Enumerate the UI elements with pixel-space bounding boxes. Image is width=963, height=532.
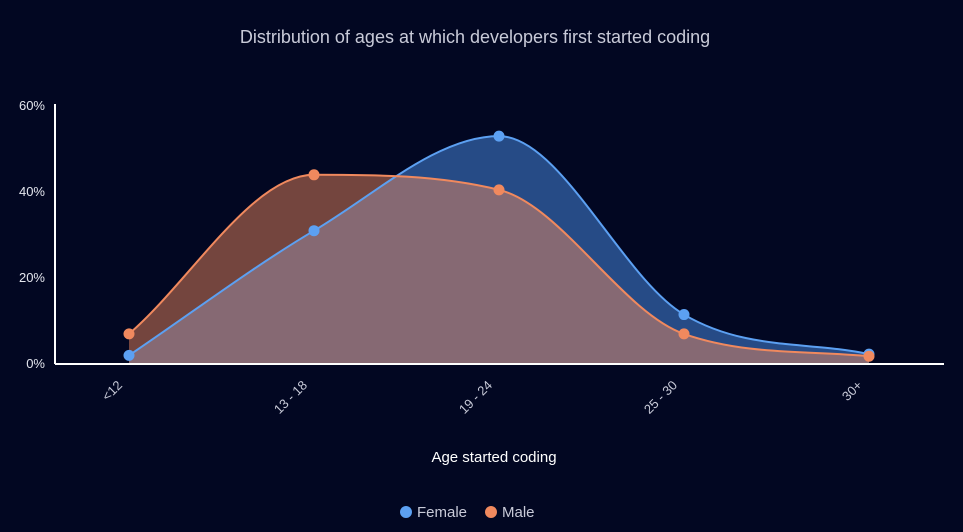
y-tick-label: 20% <box>19 270 45 285</box>
legend: Female Male <box>400 504 535 521</box>
female-point-0[interactable] <box>123 349 135 361</box>
legend-item-male[interactable]: Male <box>485 504 535 521</box>
x-axis-label: Age started coding <box>431 449 556 466</box>
series-areas <box>129 136 869 364</box>
legend-swatch <box>400 506 412 518</box>
female-point-3[interactable] <box>678 309 690 321</box>
chart-title: Distribution of ages at which developers… <box>240 27 710 47</box>
legend-label: Female <box>417 504 467 521</box>
male-point-3[interactable] <box>678 328 690 340</box>
female-point-2[interactable] <box>493 130 505 142</box>
male-point-1[interactable] <box>308 169 320 181</box>
x-tick-label: 25 - 30 <box>641 378 680 417</box>
male-point-4[interactable] <box>863 350 875 362</box>
x-tick-label: <12 <box>99 378 125 404</box>
male-point-2[interactable] <box>493 184 505 196</box>
male-point-0[interactable] <box>123 328 135 340</box>
legend-label: Male <box>502 504 535 521</box>
legend-swatch <box>485 506 497 518</box>
female-point-1[interactable] <box>308 225 320 237</box>
y-tick-label: 0% <box>26 356 45 371</box>
female-area <box>129 136 869 364</box>
x-tick-label: 19 - 24 <box>456 378 495 417</box>
x-tick-label: 13 - 18 <box>271 378 310 417</box>
y-tick-label: 60% <box>19 98 45 113</box>
legend-item-female[interactable]: Female <box>400 504 467 521</box>
y-tick-label: 40% <box>19 184 45 199</box>
male-area <box>129 174 869 364</box>
x-tick-labels: <12 13 - 18 19 - 24 25 - 30 30+ <box>99 378 865 417</box>
data-points <box>123 130 875 362</box>
y-tick-labels: 0% 20% 40% 60% <box>19 98 45 371</box>
x-tick-label: 30+ <box>839 378 865 404</box>
